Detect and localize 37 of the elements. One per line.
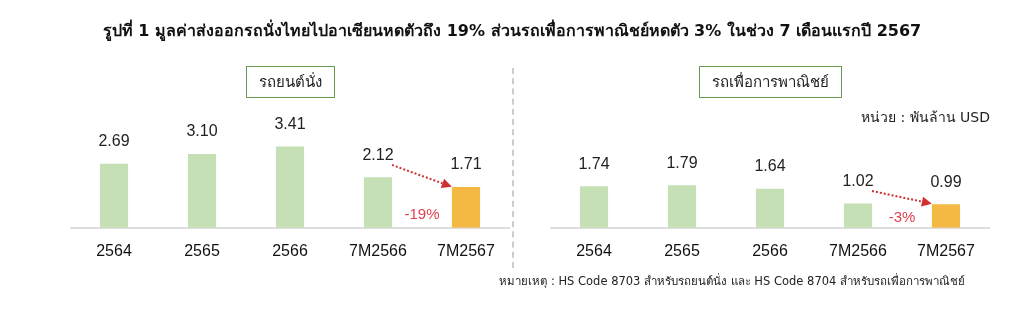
data-label: 1.64	[754, 157, 786, 175]
x-tick-label: 7M2566	[349, 241, 408, 259]
annotation: -19%	[404, 205, 440, 223]
data-label: 1.02	[842, 171, 874, 189]
data-label: 2.69	[98, 132, 130, 150]
text: หมายเหตุ : HS Code 8703 สำหรับรถยนต์นั่ง และ HS Code 8704 สำหรับรถเพื่อการพาณิชย์	[499, 272, 965, 290]
x-tick-label: 2565	[184, 241, 220, 259]
data-label: 1.74	[578, 154, 610, 172]
x-tick-label: 2564	[96, 241, 132, 259]
x-tick-label: 2565	[664, 241, 700, 259]
x-tick-label: 2566	[752, 241, 788, 259]
chart-subtitle: รถเพื่อการพาณิชย์	[698, 66, 842, 98]
x-tick-label: 7M2567	[437, 241, 496, 259]
bar	[187, 153, 217, 228]
bar	[99, 163, 129, 228]
bar	[755, 188, 785, 228]
data-label: 1.79	[666, 153, 698, 171]
bar	[275, 146, 305, 228]
bar	[667, 185, 697, 228]
chart-subtitle: รถยนต์นั่ง	[245, 66, 335, 98]
data-label: 0.99	[930, 172, 962, 190]
chart-title: รูปที่ 1 มูลค่าส่งออกรถนั่งไทยไปอาเซียนหดตัวถึง 19% ส่วนรถเพื่อการพาณิชย์หดตัว 3% ในช่วง 7 เดือนแรกปี 2567	[101, 18, 923, 43]
data-label: 3.10	[186, 122, 218, 140]
bar	[579, 186, 609, 228]
data-label: 3.41	[274, 114, 306, 132]
text: หน่วย : พันล้าน USD	[861, 108, 990, 127]
data-label: 1.71	[450, 155, 482, 173]
bar	[931, 204, 961, 228]
annotation: -3%	[888, 207, 916, 225]
bar	[451, 187, 481, 228]
x-tick-label: 2566	[272, 241, 308, 259]
data-label: 2.12	[362, 145, 394, 163]
bar	[363, 177, 393, 228]
x-tick-label: 7M2567	[917, 241, 976, 259]
x-tick-label: 7M2566	[829, 241, 888, 259]
bar	[843, 203, 873, 228]
x-tick-label: 2564	[576, 241, 612, 259]
